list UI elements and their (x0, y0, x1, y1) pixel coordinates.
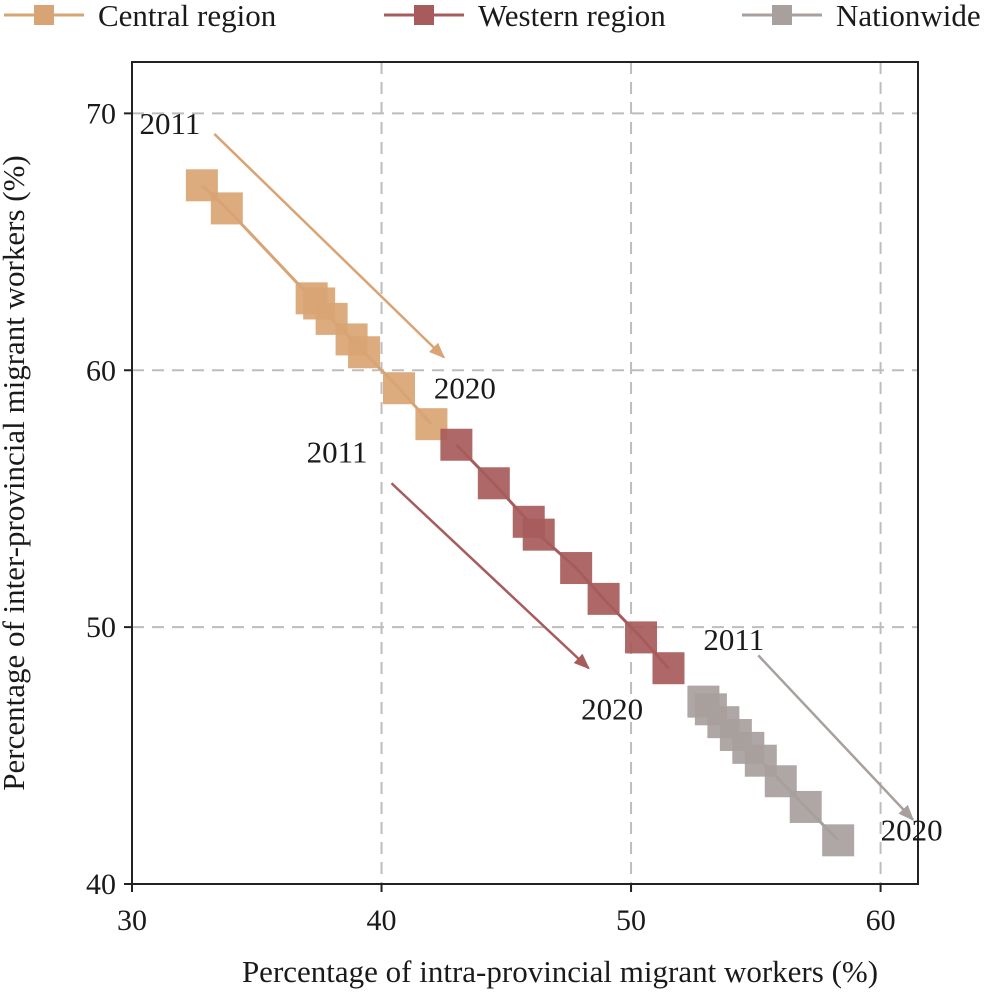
annotation-end-label: 2020 (434, 371, 496, 406)
annotation-arrows: 2011 2020 2011 2020 2011 2020 (139, 106, 942, 847)
data-point (477, 467, 510, 500)
data-point (522, 518, 555, 551)
legend-item-central-region: Central region (4, 0, 277, 33)
x-tick-label-40: 40 (367, 904, 397, 937)
legend-marker (772, 5, 792, 25)
x-tick-label-60: 60 (866, 904, 896, 937)
series-layer (185, 169, 855, 857)
y-tick-label-50: 50 (86, 611, 116, 644)
annotation-end-label: 2020 (881, 812, 943, 847)
legend-item-nationwide: Nationwide (742, 0, 981, 33)
data-point (625, 621, 658, 654)
x-tick-label-30: 30 (117, 904, 147, 937)
y-tick-label-60: 60 (86, 354, 116, 387)
x-axis-label: Percentage of intra-provincial migrant w… (242, 954, 878, 989)
data-point (652, 652, 685, 685)
y-tick-label-70: 70 (86, 97, 116, 130)
legend-marker (34, 5, 54, 25)
annotation-start-label: 2011 (703, 622, 764, 657)
arrow-nationwide: 2011 2020 (703, 622, 942, 847)
legend-marker (414, 5, 434, 25)
series-western-region (440, 428, 685, 685)
annotation-end-label: 2020 (581, 692, 643, 727)
grid-lines (132, 62, 918, 884)
arrow-central-region: 2011 2020 (139, 106, 495, 406)
series-central-region (185, 169, 448, 441)
x-tick-label-50: 50 (616, 904, 646, 937)
annotation-start-label: 2011 (139, 106, 200, 141)
data-point (210, 192, 243, 225)
annotation-arrow (390, 482, 590, 670)
arrow-western-region: 2011 2020 (307, 435, 643, 727)
legend-label: Nationwide (836, 0, 981, 33)
legend-item-western-region: Western region (384, 0, 666, 33)
data-point (822, 824, 855, 857)
y-tick-label-40: 40 (86, 868, 116, 901)
y-axis-label: Percentage of inter-provincial migrant w… (0, 155, 31, 791)
data-point (560, 552, 593, 585)
annotation-start-label: 2011 (307, 435, 368, 470)
data-point (440, 428, 473, 461)
data-point (587, 582, 620, 615)
plot-frame (131, 61, 919, 885)
data-point (382, 372, 415, 405)
annotation-arrow (757, 654, 915, 821)
series-nationwide (687, 685, 855, 857)
legend-label: Western region (478, 0, 666, 33)
data-point (789, 790, 822, 823)
legend: Central region Western region Nationwide (4, 0, 981, 33)
annotation-arrow (213, 133, 446, 359)
data-point (348, 336, 381, 369)
legend-label: Central region (98, 0, 277, 33)
